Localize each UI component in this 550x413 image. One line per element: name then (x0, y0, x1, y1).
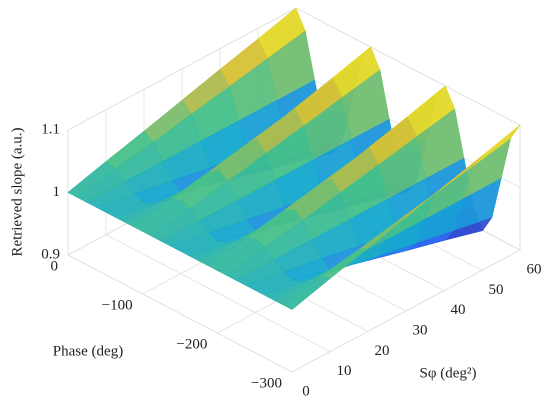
y-tick-label: 60 (527, 261, 542, 277)
x-tick-label: 0 (51, 258, 59, 274)
z-tick-label: 1 (53, 184, 61, 200)
surface (67, 7, 521, 310)
z-axis-label: Retrieved slope (a.u.) (9, 127, 25, 256)
y-tick-label: 0 (302, 383, 310, 399)
z-tick-label: 0.9 (41, 246, 60, 262)
surface-patch (282, 276, 331, 310)
x-tick-label: −200 (176, 336, 207, 352)
z-tick-label: 1.1 (41, 121, 60, 137)
y-tick-label: 40 (451, 302, 466, 318)
y-axis-label: Sφ (deg²) (420, 365, 477, 381)
x-tick-label: −100 (102, 297, 133, 313)
grid-line (295, 7, 521, 126)
y-tick-label: 50 (489, 282, 504, 298)
y-tick-label: 20 (375, 343, 390, 359)
labels: Phase (deg) Sφ (deg²) Retrieved slope (a… (9, 121, 541, 399)
grid-line (105, 234, 331, 353)
x-axis-label: Phase (deg) (53, 343, 123, 359)
grid-line (67, 7, 297, 131)
y-tick-label: 30 (413, 322, 428, 338)
x-tick-label: −300 (251, 375, 282, 391)
y-tick-label: 10 (337, 363, 352, 379)
grid-line (67, 254, 293, 373)
